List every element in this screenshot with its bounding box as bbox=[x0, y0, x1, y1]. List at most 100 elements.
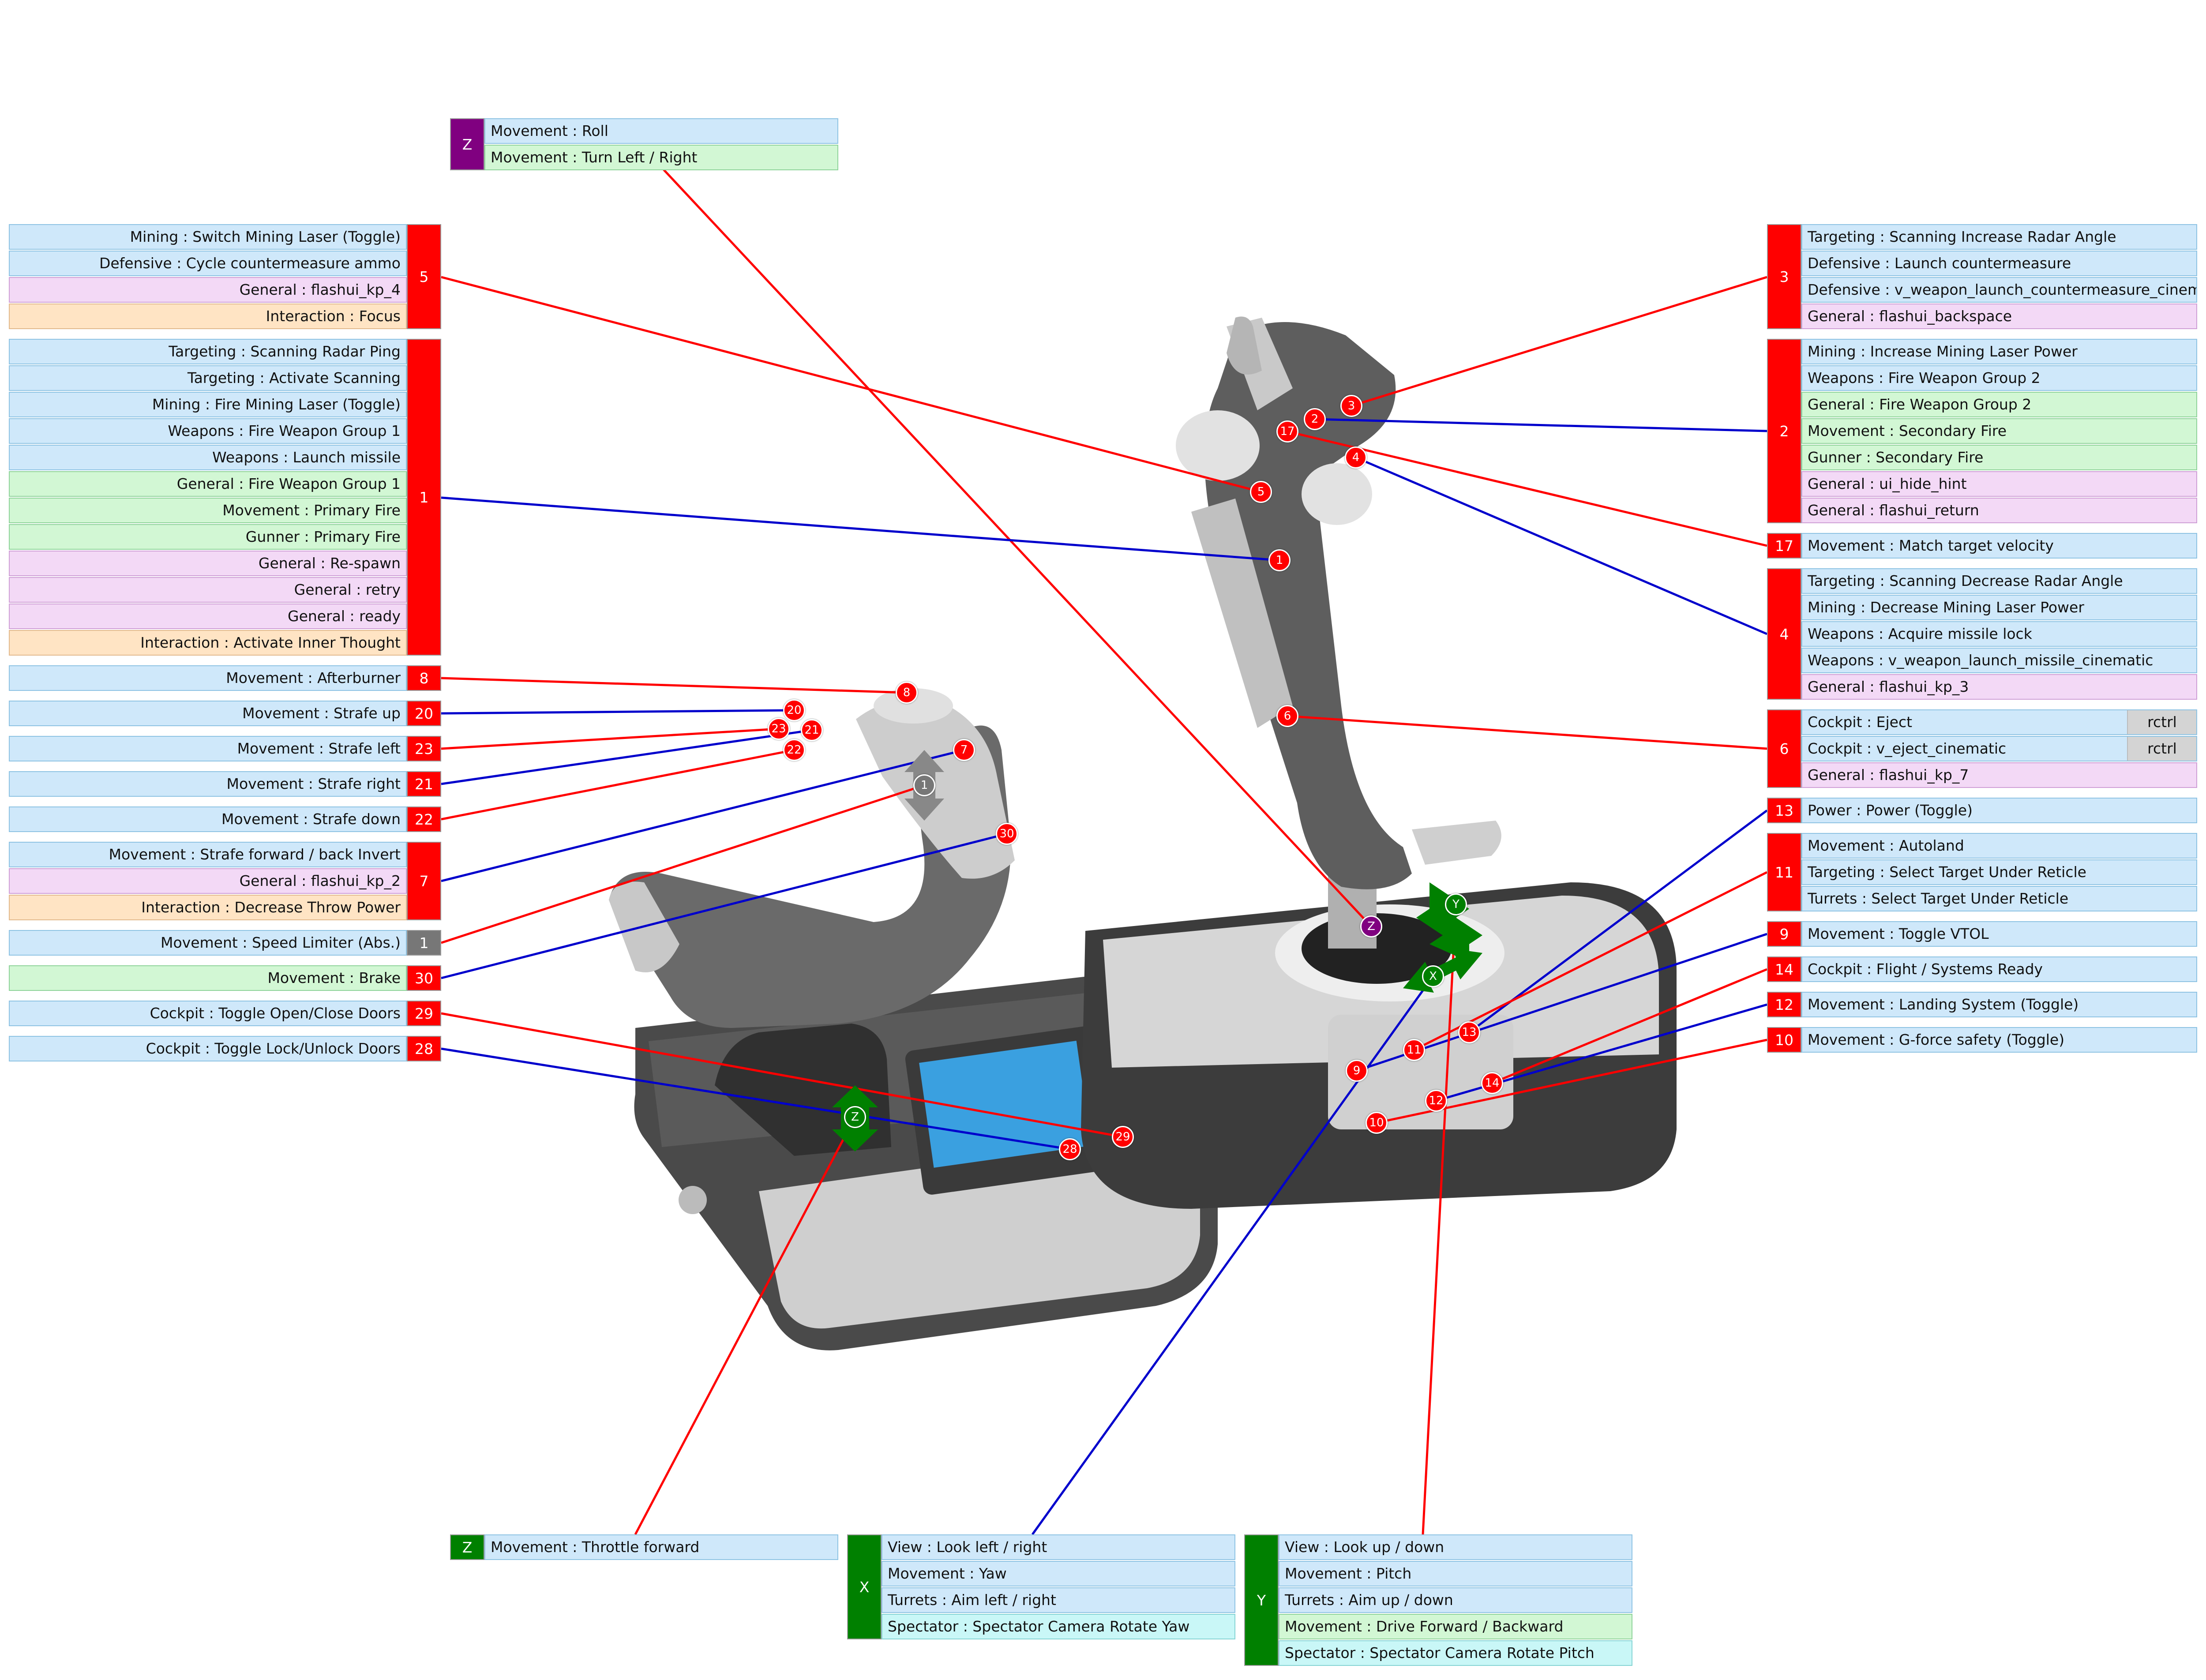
binding-row: General : ready bbox=[9, 604, 407, 629]
binding-row: Mining : Increase Mining Laser Power bbox=[1801, 339, 2197, 364]
binding-group-6: Cockpit : Eject rctrl Cockpit : v_eject_ci… bbox=[1767, 709, 2197, 788]
marker-4: 4 bbox=[1345, 446, 1367, 469]
connector-line bbox=[1355, 456, 1767, 635]
marker-17: 17 bbox=[1276, 420, 1298, 442]
binding-row: Turrets : Select Target Under Reticle bbox=[1801, 886, 2197, 911]
binding-text: General : flashui_kp_4 bbox=[239, 281, 401, 298]
binding-group-3: Targeting : Scanning Increase Radar Angl… bbox=[1767, 224, 2197, 329]
binding-row: General : flashui_return bbox=[1801, 498, 2197, 523]
binding-text: Weapons : Fire Weapon Group 1 bbox=[168, 422, 401, 439]
binding-row: Weapons : Launch missile bbox=[9, 445, 407, 470]
binding-group-z-green: Movement : Throttle forward Z bbox=[450, 1534, 838, 1560]
binding-group-7: Movement : Strafe forward / back Invert G… bbox=[9, 842, 441, 920]
binding-row: Weapons : Acquire missile lock bbox=[1801, 621, 2197, 647]
binding-row: General : Fire Weapon Group 1 bbox=[9, 471, 407, 497]
binding-row: Movement : Landing System (Toggle) bbox=[1801, 992, 2197, 1017]
group-badge: 30 bbox=[407, 965, 441, 991]
binding-group-12: Movement : Landing System (Toggle) 12 bbox=[1767, 992, 2197, 1017]
binding-text: Cockpit : v_eject_cinematic bbox=[1808, 740, 2007, 757]
axis-arrow-x bbox=[1403, 949, 1482, 993]
binding-row: Defensive : v_weapon_launch_countermeasu… bbox=[1801, 277, 2197, 303]
marker-28: 28 bbox=[1059, 1138, 1081, 1160]
binding-row: Spectator : Spectator Camera Rotate Yaw bbox=[882, 1614, 1235, 1639]
binding-text: General : Fire Weapon Group 1 bbox=[176, 475, 401, 492]
binding-row: Interaction : Focus bbox=[9, 304, 407, 329]
connector-line bbox=[1351, 276, 1767, 407]
binding-group-11: Movement : Autoland Targeting : Select Ta… bbox=[1767, 833, 2197, 911]
binding-row: Weapons : Fire Weapon Group 1 bbox=[9, 418, 407, 444]
group-badge: 3 bbox=[1767, 224, 1801, 329]
connector-line bbox=[441, 496, 1280, 562]
binding-text: Defensive : Cycle countermeasure ammo bbox=[99, 255, 401, 272]
binding-row: General : retry bbox=[9, 577, 407, 603]
binding-row: General : Re-spawn bbox=[9, 551, 407, 576]
binding-text: Movement : Pitch bbox=[1285, 1565, 1412, 1582]
binding-text: Defensive : Launch countermeasure bbox=[1808, 255, 2071, 272]
group-badge: 13 bbox=[1767, 798, 1801, 823]
group-badge: 1 bbox=[407, 930, 441, 956]
connector-line bbox=[441, 1012, 1123, 1138]
binding-text: General : retry bbox=[294, 581, 401, 598]
group-badge: 2 bbox=[1767, 339, 1801, 523]
connector-line bbox=[441, 677, 907, 694]
binding-group-x: View : Look left / right Movement : Yaw Tu… bbox=[847, 1534, 1235, 1639]
binding-group-22: Movement : Strafe down 22 bbox=[9, 806, 441, 832]
binding-row: Defensive : Cycle countermeasure ammo bbox=[9, 251, 407, 276]
connector-line bbox=[1356, 933, 1767, 1072]
connector-line bbox=[441, 729, 812, 785]
binding-row: Turrets : Aim up / down bbox=[1279, 1587, 1632, 1613]
binding-group-1-grey: Movement : Speed Limiter (Abs.) 1 bbox=[9, 930, 441, 956]
binding-row: Power : Power (Toggle) bbox=[1801, 798, 2197, 823]
binding-row: Targeting : Activate Scanning bbox=[9, 365, 407, 391]
connector-line bbox=[661, 167, 1372, 927]
marker-29: 29 bbox=[1112, 1126, 1134, 1148]
binding-row: Mining : Switch Mining Laser (Toggle) bbox=[9, 224, 407, 250]
binding-text: Movement : Strafe left bbox=[237, 740, 401, 757]
binding-group-21: Movement : Strafe right 21 bbox=[9, 771, 441, 797]
group-badge: 20 bbox=[407, 701, 441, 726]
binding-row: Movement : Yaw bbox=[882, 1561, 1235, 1586]
marker-z: Z bbox=[1360, 915, 1382, 938]
binding-text: Mining : Fire Mining Laser (Toggle) bbox=[152, 396, 401, 413]
binding-row: Movement : Drive Forward / Backward bbox=[1279, 1614, 1632, 1639]
group-badge: 9 bbox=[1767, 921, 1801, 947]
binding-row: Turrets : Aim left / right bbox=[882, 1587, 1235, 1613]
binding-text: Cockpit : Flight / Systems Ready bbox=[1808, 960, 2043, 978]
binding-text: Movement : Throttle forward bbox=[491, 1538, 700, 1556]
binding-row: General : ui_hide_hint bbox=[1801, 471, 2197, 497]
connector-line bbox=[441, 749, 795, 821]
binding-text: Movement : G-force safety (Toggle) bbox=[1808, 1031, 2065, 1048]
binding-text: Interaction : Activate Inner Thought bbox=[140, 634, 401, 651]
binding-text: Movement : Secondary Fire bbox=[1808, 422, 2007, 439]
binding-text: Cockpit : Toggle Lock/Unlock Doors bbox=[146, 1040, 401, 1057]
binding-row: Targeting : Scanning Increase Radar Angl… bbox=[1801, 224, 2197, 250]
binding-row: Targeting : Scanning Radar Ping bbox=[9, 339, 407, 364]
binding-text: Targeting : Scanning Increase Radar Angl… bbox=[1808, 228, 2116, 245]
binding-row: Movement : Secondary Fire bbox=[1801, 418, 2197, 444]
binding-text: Movement : Match target velocity bbox=[1808, 537, 2054, 554]
connector-line bbox=[1413, 871, 1768, 1051]
binding-text: Movement : Strafe forward / back Invert bbox=[109, 846, 401, 863]
binding-text: Weapons : v_weapon_launch_missile_cinema… bbox=[1808, 652, 2153, 669]
binding-text: Movement : Drive Forward / Backward bbox=[1285, 1618, 1564, 1635]
group-badge: X bbox=[847, 1534, 882, 1639]
binding-text: View : Look left / right bbox=[888, 1538, 1047, 1556]
binding-row: Cockpit : Toggle Open/Close Doors bbox=[9, 1001, 407, 1026]
binding-row: Movement : Turn Left / Right bbox=[484, 145, 838, 170]
binding-row: View : Look left / right bbox=[882, 1534, 1235, 1560]
binding-text: Movement : Strafe right bbox=[226, 775, 401, 792]
marker-y: Y bbox=[1445, 893, 1467, 915]
binding-group-28: Cockpit : Toggle Lock/Unlock Doors 28 bbox=[9, 1036, 441, 1061]
connector-line bbox=[1287, 430, 1767, 547]
binding-row: Targeting : Select Target Under Reticle bbox=[1801, 859, 2197, 885]
binding-text: General : flashui_backspace bbox=[1808, 308, 2012, 325]
binding-text: Targeting : Activate Scanning bbox=[187, 369, 401, 386]
binding-group-10: Movement : G-force safety (Toggle) 10 bbox=[1767, 1027, 2197, 1053]
group-badge: 12 bbox=[1767, 992, 1801, 1017]
connector-line bbox=[441, 1047, 1070, 1151]
group-badge: 29 bbox=[407, 1001, 441, 1026]
binding-group-13: Power : Power (Toggle) 13 bbox=[1767, 798, 2197, 823]
marker-13: 13 bbox=[1458, 1021, 1480, 1043]
connector-line bbox=[441, 832, 1007, 979]
binding-text: Movement : Afterburner bbox=[226, 669, 401, 686]
